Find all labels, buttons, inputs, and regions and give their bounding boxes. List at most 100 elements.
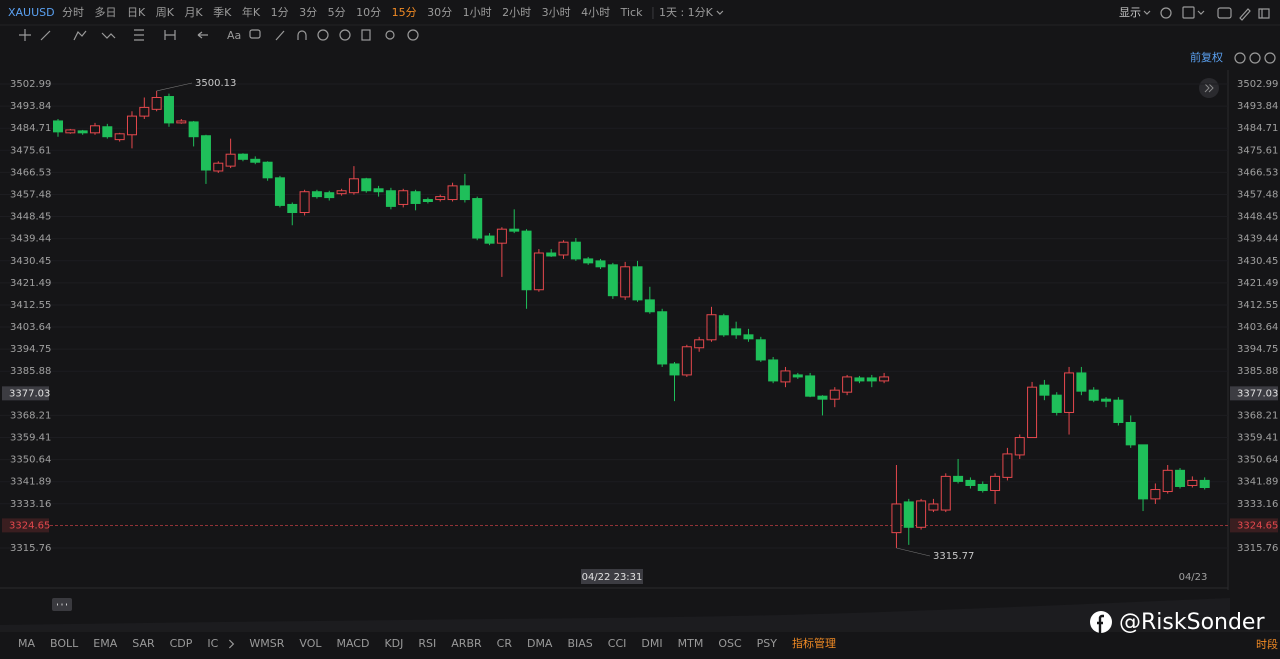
zoom-out-icon[interactable] xyxy=(1249,52,1261,64)
line-tool[interactable] xyxy=(40,30,51,41)
text-tool[interactable]: Aa xyxy=(227,29,241,42)
period-tab[interactable]: 多日 xyxy=(95,5,117,19)
settings-icon[interactable] xyxy=(1160,7,1172,19)
indicator-tab[interactable]: CR xyxy=(497,637,513,650)
indicator-tab[interactable]: KDJ xyxy=(384,637,403,650)
period-tab[interactable]: 季K xyxy=(213,6,232,19)
layout-icon[interactable] xyxy=(1258,8,1270,19)
max-annotation: 3500.13 xyxy=(195,78,236,89)
period-tab[interactable]: 1小时 xyxy=(463,6,492,19)
period-tab[interactable]: 4小时 xyxy=(581,6,610,19)
display-menu[interactable]: 显示 xyxy=(1119,6,1141,19)
candle-body xyxy=(780,370,791,383)
period-tab[interactable]: 30分 xyxy=(427,6,452,19)
candle-body xyxy=(65,129,76,134)
candle-body xyxy=(188,121,199,138)
indicator-tab[interactable]: MA xyxy=(18,637,35,650)
candle-body xyxy=(459,185,470,201)
plot: 3502.99 3502.99 3493.84 3493.84 3484.71 3484.… xyxy=(0,78,1278,584)
candle-body xyxy=(447,185,458,201)
zoom-in-icon[interactable] xyxy=(1264,52,1276,64)
period-tab[interactable]: 10分 xyxy=(356,6,381,19)
note-tool[interactable] xyxy=(249,29,261,39)
period-tab[interactable]: 3小时 xyxy=(542,6,571,19)
indicator-tab[interactable]: DMI xyxy=(641,637,662,650)
period-tab[interactable]: 2小时 xyxy=(502,6,531,19)
lock-tool[interactable] xyxy=(317,29,329,41)
period-tab[interactable]: 年K xyxy=(242,5,261,19)
indicator-tab[interactable]: EMA xyxy=(93,637,117,650)
y-tick-label: 3466.53 xyxy=(10,167,51,178)
camera-icon[interactable] xyxy=(1217,7,1232,19)
candle-body xyxy=(521,230,532,291)
y-tick-label: 3430.45 xyxy=(1237,256,1278,267)
period-tab[interactable]: 分时 xyxy=(62,6,84,19)
candle-body xyxy=(237,153,248,160)
indicator-tab[interactable]: BIAS xyxy=(567,637,592,650)
crosshair-tool[interactable] xyxy=(19,29,31,41)
indicator-tab[interactable]: RSI xyxy=(418,637,436,650)
period-tabs: 分时 多日 日K 周K 月K 季K 年K 1分 3分 5分 10分 15分 30分 1小时 2小时 3小时 4小… xyxy=(62,5,643,19)
reset-icon[interactable] xyxy=(1234,52,1246,64)
fib-tool[interactable] xyxy=(134,29,144,41)
indicator-tab[interactable]: IC xyxy=(207,637,218,650)
period-tab[interactable]: Tick xyxy=(620,6,643,19)
period-tab[interactable]: 周K xyxy=(156,6,175,19)
indicator-tab[interactable]: SAR xyxy=(132,637,155,650)
indicator-tab[interactable]: BOLL xyxy=(50,637,79,650)
candle-body xyxy=(126,115,137,136)
delete-tool[interactable] xyxy=(361,29,371,41)
candle-body xyxy=(398,190,409,205)
pen-tool[interactable] xyxy=(275,30,285,41)
indicator-tab[interactable]: CDP xyxy=(170,637,193,650)
candle-body xyxy=(176,120,187,124)
y-tick-label: 3502.99 xyxy=(1237,79,1278,90)
range-selector[interactable]: 1天 : 1分K xyxy=(659,6,714,19)
adjust-mode[interactable]: 前复权 xyxy=(1190,50,1223,64)
hide-tool[interactable] xyxy=(339,29,351,41)
candle-body xyxy=(385,190,396,207)
y-tick-label: 3333.16 xyxy=(10,499,51,510)
measure-tool[interactable] xyxy=(164,30,176,40)
period-tab[interactable]: 5分 xyxy=(328,6,346,19)
candle-body xyxy=(607,264,618,297)
candle-body xyxy=(953,475,964,482)
y-tick-label: 3421.49 xyxy=(1237,278,1278,289)
indicator-tab[interactable]: PSY xyxy=(757,637,778,650)
candle-body xyxy=(348,178,359,194)
period-tab[interactable]: 月K xyxy=(184,6,203,19)
period-tab[interactable]: 15分 xyxy=(392,6,417,19)
candle-body xyxy=(1138,444,1149,500)
indicator-tab[interactable]: MTM xyxy=(678,637,704,650)
candle-body xyxy=(842,376,853,393)
wave-tool[interactable] xyxy=(101,32,116,39)
indicator-tab[interactable]: CCI xyxy=(608,637,627,650)
indicator-tab[interactable]: DMA xyxy=(527,637,553,650)
tool-settings[interactable] xyxy=(407,29,419,41)
indicator-tab[interactable]: WMSR xyxy=(249,637,284,650)
candle-body xyxy=(496,228,507,244)
session-button[interactable]: 时段 xyxy=(1256,637,1278,651)
link-tool[interactable] xyxy=(385,30,395,40)
symbol[interactable]: XAUUSD xyxy=(8,6,55,19)
y-tick-label: 3315.76 xyxy=(10,543,51,554)
magnet-tool[interactable] xyxy=(297,30,307,40)
more-chevron[interactable] xyxy=(228,639,235,649)
indicator-tab[interactable]: MACD xyxy=(336,637,369,650)
candle-body xyxy=(731,328,742,336)
channel-tool[interactable] xyxy=(73,30,87,41)
checkbox-icon[interactable] xyxy=(1182,6,1195,19)
period-tab[interactable]: 1分 xyxy=(271,6,289,19)
indicator-tab[interactable]: OSC xyxy=(718,637,742,650)
indicator-tab[interactable]: ARBR xyxy=(451,637,482,650)
arrow-tool[interactable] xyxy=(197,31,208,39)
edit-icon[interactable] xyxy=(1239,8,1251,21)
period-tab[interactable]: 3分 xyxy=(299,6,317,19)
candle-body xyxy=(965,479,976,486)
indicator-tab[interactable]: 指标管理 xyxy=(792,636,836,650)
y-tick-label: 3385.88 xyxy=(10,366,51,377)
y-tick-label: 3475.61 xyxy=(1237,145,1278,156)
period-tab[interactable]: 日K xyxy=(127,6,146,19)
y-tick-label: 3439.44 xyxy=(1237,234,1278,245)
indicator-tab[interactable]: VOL xyxy=(299,637,322,650)
